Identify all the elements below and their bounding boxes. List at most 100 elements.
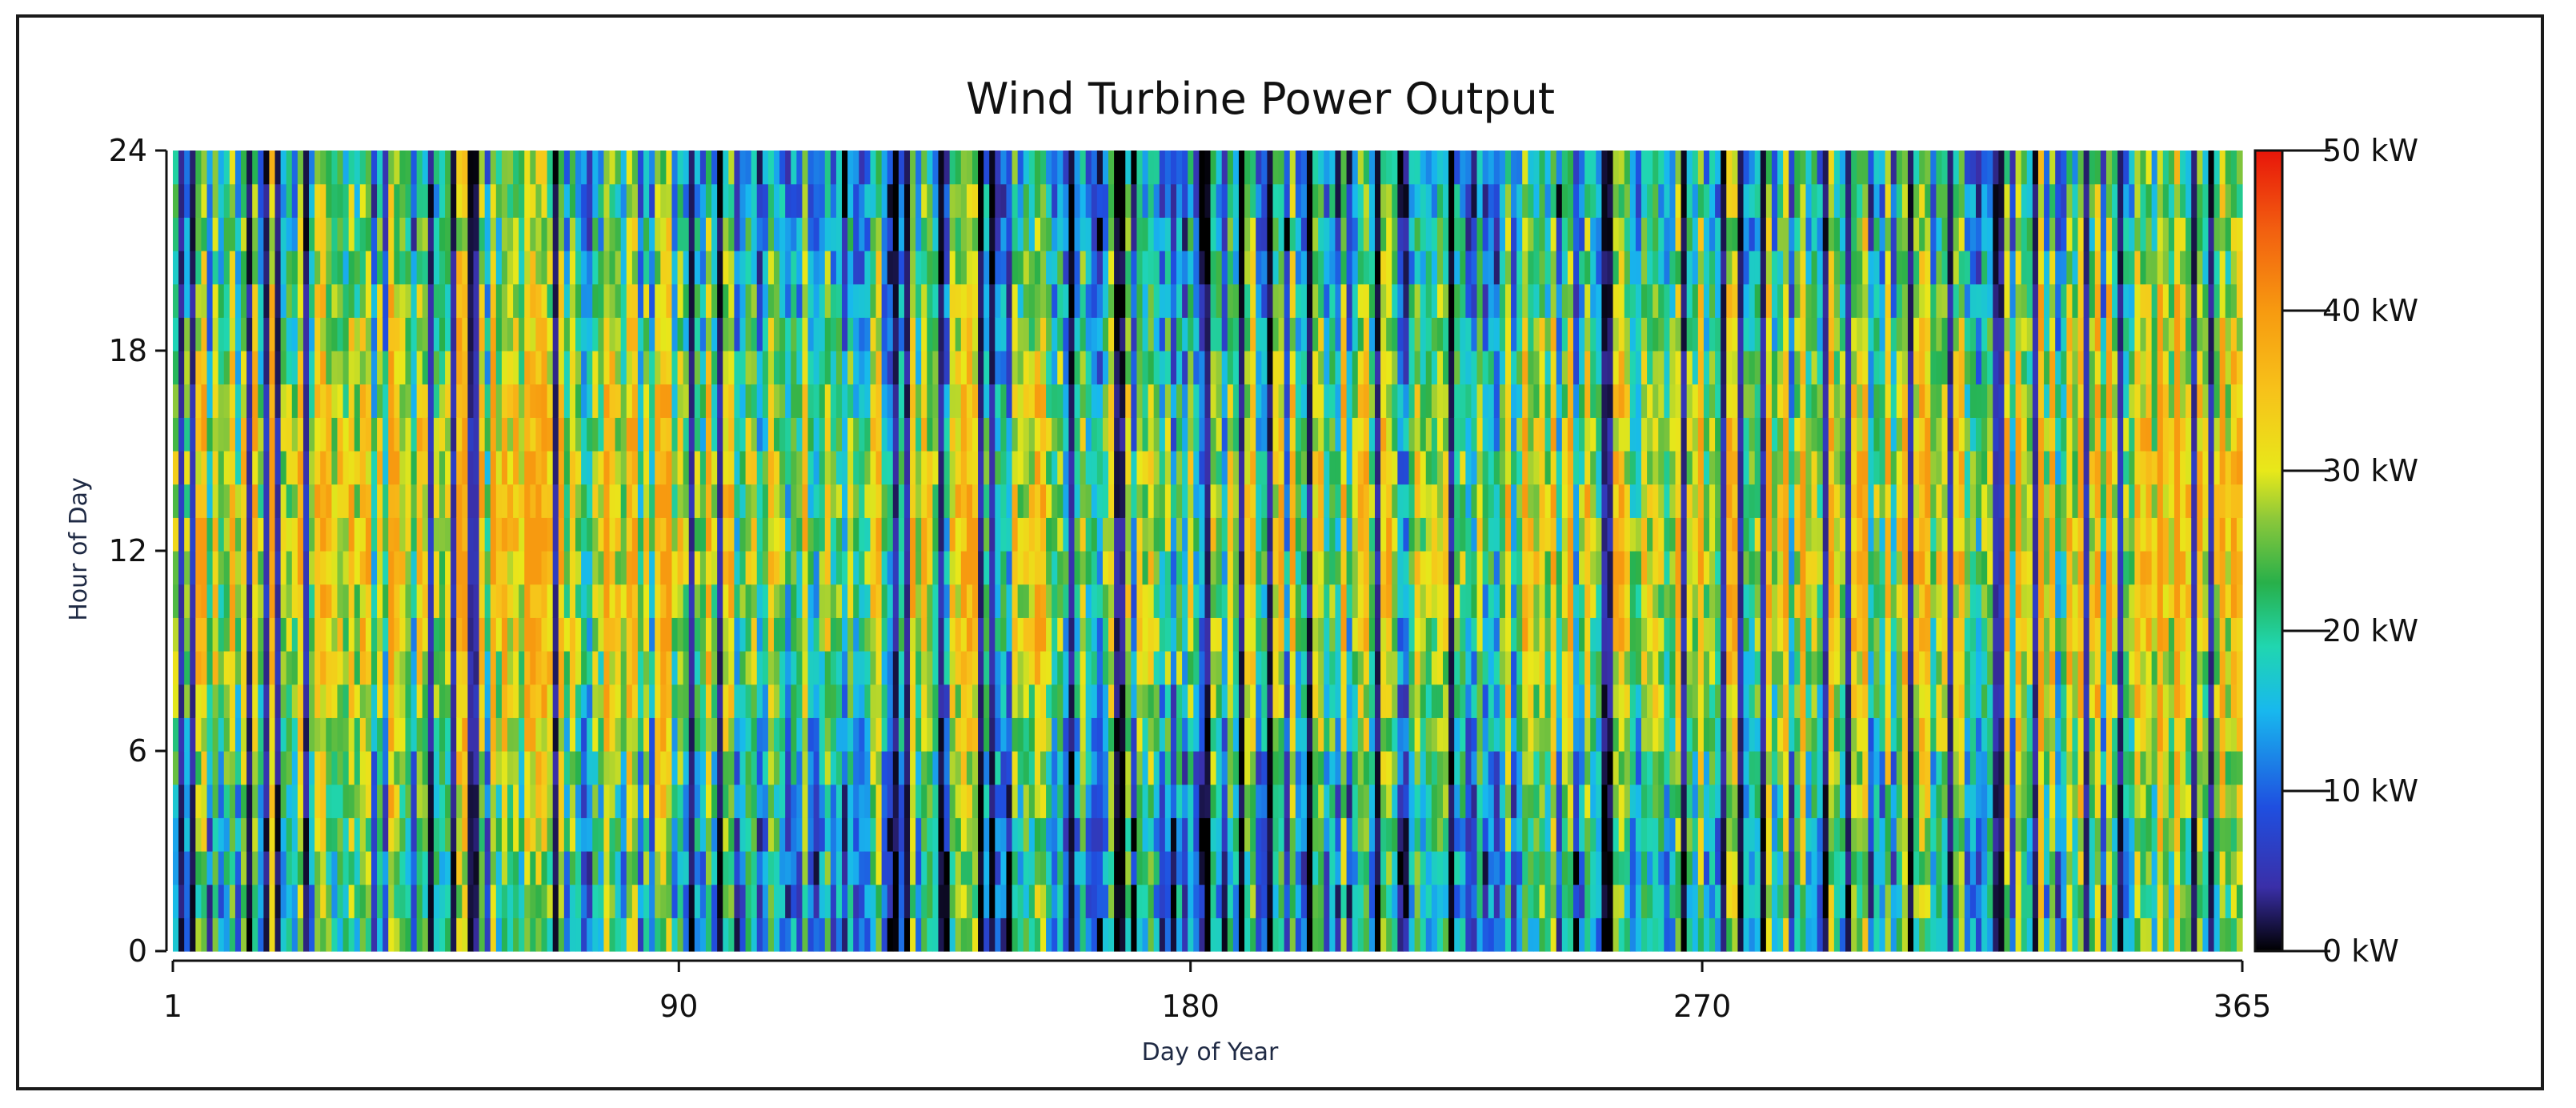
heatmap-cell	[252, 551, 258, 585]
heatmap-cell	[1012, 917, 1019, 952]
heatmap-cell	[1312, 584, 1319, 618]
heatmap-cell	[949, 651, 956, 685]
heatmap-cell	[1074, 484, 1081, 518]
heatmap-cell	[563, 884, 571, 918]
heatmap-cell	[1232, 351, 1240, 385]
heatmap-cell	[513, 551, 519, 585]
heatmap-cell	[252, 517, 258, 552]
heatmap-cell	[631, 817, 639, 852]
heatmap-cell	[1340, 217, 1348, 251]
heatmap-cell	[552, 551, 559, 585]
heatmap-cell	[269, 651, 276, 685]
heatmap-cell	[314, 517, 321, 552]
heatmap-cell	[842, 917, 848, 952]
heatmap-cell	[433, 417, 440, 452]
heatmap-cell	[660, 817, 667, 852]
heatmap-cell	[835, 351, 843, 385]
heatmap-cell	[1006, 451, 1013, 485]
heatmap-cell	[371, 884, 378, 918]
heatmap-cell	[1125, 751, 1132, 785]
heatmap-cell	[1272, 917, 1280, 952]
heatmap-cell	[728, 917, 735, 952]
heatmap-cell	[569, 217, 576, 251]
heatmap-cell	[530, 217, 537, 251]
heatmap-cell	[1329, 484, 1336, 518]
heatmap-cell	[302, 383, 310, 418]
heatmap-cell	[910, 551, 916, 585]
heatmap-cell	[1210, 451, 1217, 485]
heatmap-cell	[190, 517, 196, 552]
heatmap-cell	[615, 451, 622, 485]
heatmap-cell	[1238, 917, 1245, 952]
heatmap-cell	[671, 517, 679, 552]
heatmap-cell	[739, 417, 747, 452]
heatmap-cell	[1120, 884, 1126, 918]
heatmap-cell	[258, 784, 264, 818]
heatmap-cell	[467, 317, 475, 351]
heatmap-cell	[337, 584, 344, 618]
heatmap-cell	[870, 451, 877, 485]
heatmap-cell	[677, 151, 684, 185]
heatmap-cell	[745, 751, 752, 785]
heatmap-cell	[201, 151, 208, 185]
heatmap-cell	[853, 183, 859, 218]
heatmap-cell	[1232, 484, 1240, 518]
heatmap-cell	[995, 784, 1001, 818]
heatmap-cell	[938, 383, 945, 418]
heatmap-cell	[309, 251, 315, 285]
heatmap-cell	[1136, 517, 1144, 552]
heatmap-cell	[297, 317, 304, 351]
heatmap-cell	[655, 717, 661, 752]
heatmap-cell	[978, 884, 984, 918]
heatmap-cell	[218, 851, 225, 885]
heatmap-cell	[1028, 484, 1036, 518]
heatmap-cell	[354, 517, 361, 552]
heatmap-cell	[1074, 183, 1081, 218]
heatmap-cell	[530, 484, 537, 518]
heatmap-cell	[626, 717, 633, 752]
heatmap-cell	[1182, 283, 1188, 318]
heatmap-cell	[1335, 484, 1342, 518]
heatmap-cell	[1300, 617, 1308, 652]
heatmap-cell	[467, 451, 475, 485]
heatmap-cell	[507, 917, 514, 952]
heatmap-cell	[989, 451, 996, 485]
heatmap-cell	[269, 417, 276, 452]
heatmap-cell	[1102, 717, 1109, 752]
heatmap-cell	[903, 917, 911, 952]
heatmap-cell	[671, 551, 679, 585]
heatmap-cell	[445, 684, 451, 718]
heatmap-cell	[1017, 817, 1024, 852]
heatmap-cell	[1080, 517, 1087, 552]
heatmap-cell	[819, 751, 826, 785]
heatmap-cell	[411, 784, 418, 818]
heatmap-cell	[1057, 884, 1064, 918]
heatmap-cell	[241, 451, 247, 485]
heatmap-cell	[1131, 884, 1138, 918]
heatmap-cell	[603, 217, 611, 251]
heatmap-cell	[246, 484, 253, 518]
heatmap-cell	[439, 317, 446, 351]
heatmap-cell	[683, 551, 690, 585]
heatmap-cell	[1188, 617, 1194, 652]
heatmap-cell	[337, 484, 344, 518]
heatmap-cell	[524, 784, 531, 818]
heatmap-cell	[1193, 417, 1200, 452]
heatmap-cell	[592, 517, 599, 552]
heatmap-cell	[603, 484, 611, 518]
heatmap-cell	[774, 451, 780, 485]
heatmap-cell	[331, 217, 339, 251]
heatmap-cell	[796, 684, 803, 718]
heatmap-cell	[371, 551, 378, 585]
heatmap-cell	[1012, 283, 1019, 318]
heatmap-cell	[1006, 817, 1013, 852]
heatmap-cell	[1085, 383, 1092, 418]
heatmap-cell	[842, 451, 848, 485]
heatmap-cell	[603, 551, 611, 585]
heatmap-cell	[462, 517, 469, 552]
heatmap-cell	[558, 651, 565, 685]
heatmap-cell	[354, 317, 361, 351]
heatmap-cell	[246, 251, 253, 285]
heatmap-cell	[666, 351, 673, 385]
